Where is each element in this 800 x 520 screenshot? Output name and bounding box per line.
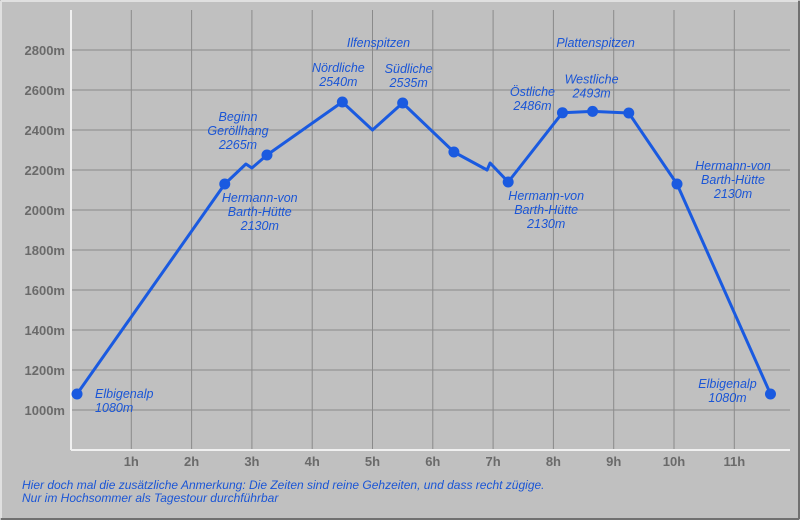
grid-layer: [71, 10, 790, 450]
footnote-layer: Hier doch mal die zusätzliche Anmerkung:…: [22, 478, 545, 505]
y-tick-label: 1200m: [25, 363, 65, 378]
tick-label-layer: 1000m 1200m 1400m 1600m 1800m 2000m 2200m 2400m…: [25, 43, 746, 469]
point-annotation: Hermann-von Barth-Hütte 2130m: [508, 189, 584, 231]
footnote-line: Hier doch mal die zusätzliche Anmerkung:…: [22, 478, 545, 492]
x-tick-label: 1h: [124, 454, 139, 469]
x-tick-label: 9h: [606, 454, 621, 469]
data-point-marker: [336, 96, 348, 108]
y-tick-label: 2400m: [25, 123, 65, 138]
point-annotation: Elbigenalp 1080m: [698, 377, 756, 405]
x-tick-label: 5h: [365, 454, 380, 469]
data-point-marker: [587, 105, 599, 117]
peak-group-label: Ilfenspitzen: [347, 36, 410, 50]
marker-layer: [71, 96, 776, 400]
x-tick-label: 3h: [244, 454, 259, 469]
x-tick-label: 8h: [546, 454, 561, 469]
y-tick-label: 2600m: [25, 83, 65, 98]
y-tick-label: 1400m: [25, 323, 65, 338]
footnote-line: Nur im Hochsommer als Tagestour durchfüh…: [22, 491, 279, 505]
y-tick-label: 1000m: [25, 403, 65, 418]
data-point-marker: [764, 388, 776, 400]
point-annotation: Östliche 2486m: [510, 85, 555, 113]
point-annotation: Hermann-von Barth-Hütte 2130m: [695, 159, 771, 201]
data-point-marker: [71, 388, 83, 400]
y-tick-label: 1800m: [25, 243, 65, 258]
peak-group-label: Plattenspitzen: [556, 36, 635, 50]
point-annotation: Elbigenalp 1080m: [95, 387, 153, 415]
y-tick-label: 2200m: [25, 163, 65, 178]
y-tick-label: 2000m: [25, 203, 65, 218]
point-annotation: Hermann-von Barth-Hütte 2130m: [222, 191, 298, 233]
data-point-marker: [397, 97, 409, 109]
x-tick-label: 11h: [723, 454, 745, 469]
x-tick-label: 4h: [305, 454, 320, 469]
data-point-marker: [219, 178, 231, 190]
annotation-layer: Elbigenalp 1080m Hermann-von Barth-Hütte 213…: [95, 36, 771, 415]
y-tick-label: 2800m: [25, 43, 65, 58]
axis-layer: [70, 10, 790, 451]
x-tick-label: 7h: [486, 454, 501, 469]
x-tick-label: 10h: [663, 454, 685, 469]
data-point-marker: [556, 107, 568, 119]
data-point-marker: [448, 146, 460, 158]
x-tick-label: 2h: [184, 454, 199, 469]
point-annotation: Südliche 2535m: [385, 62, 433, 90]
point-annotation: Nördliche 2540m: [312, 61, 365, 89]
data-point-marker: [261, 149, 273, 161]
data-point-marker: [671, 178, 683, 190]
point-annotation: Westliche 2493m: [565, 72, 619, 100]
x-tick-label: 6h: [425, 454, 440, 469]
data-point-marker: [623, 107, 635, 119]
point-annotation: Beginn Geröllhang 2265m: [207, 110, 268, 152]
y-tick-label: 1600m: [25, 283, 65, 298]
data-point-marker: [502, 176, 514, 188]
